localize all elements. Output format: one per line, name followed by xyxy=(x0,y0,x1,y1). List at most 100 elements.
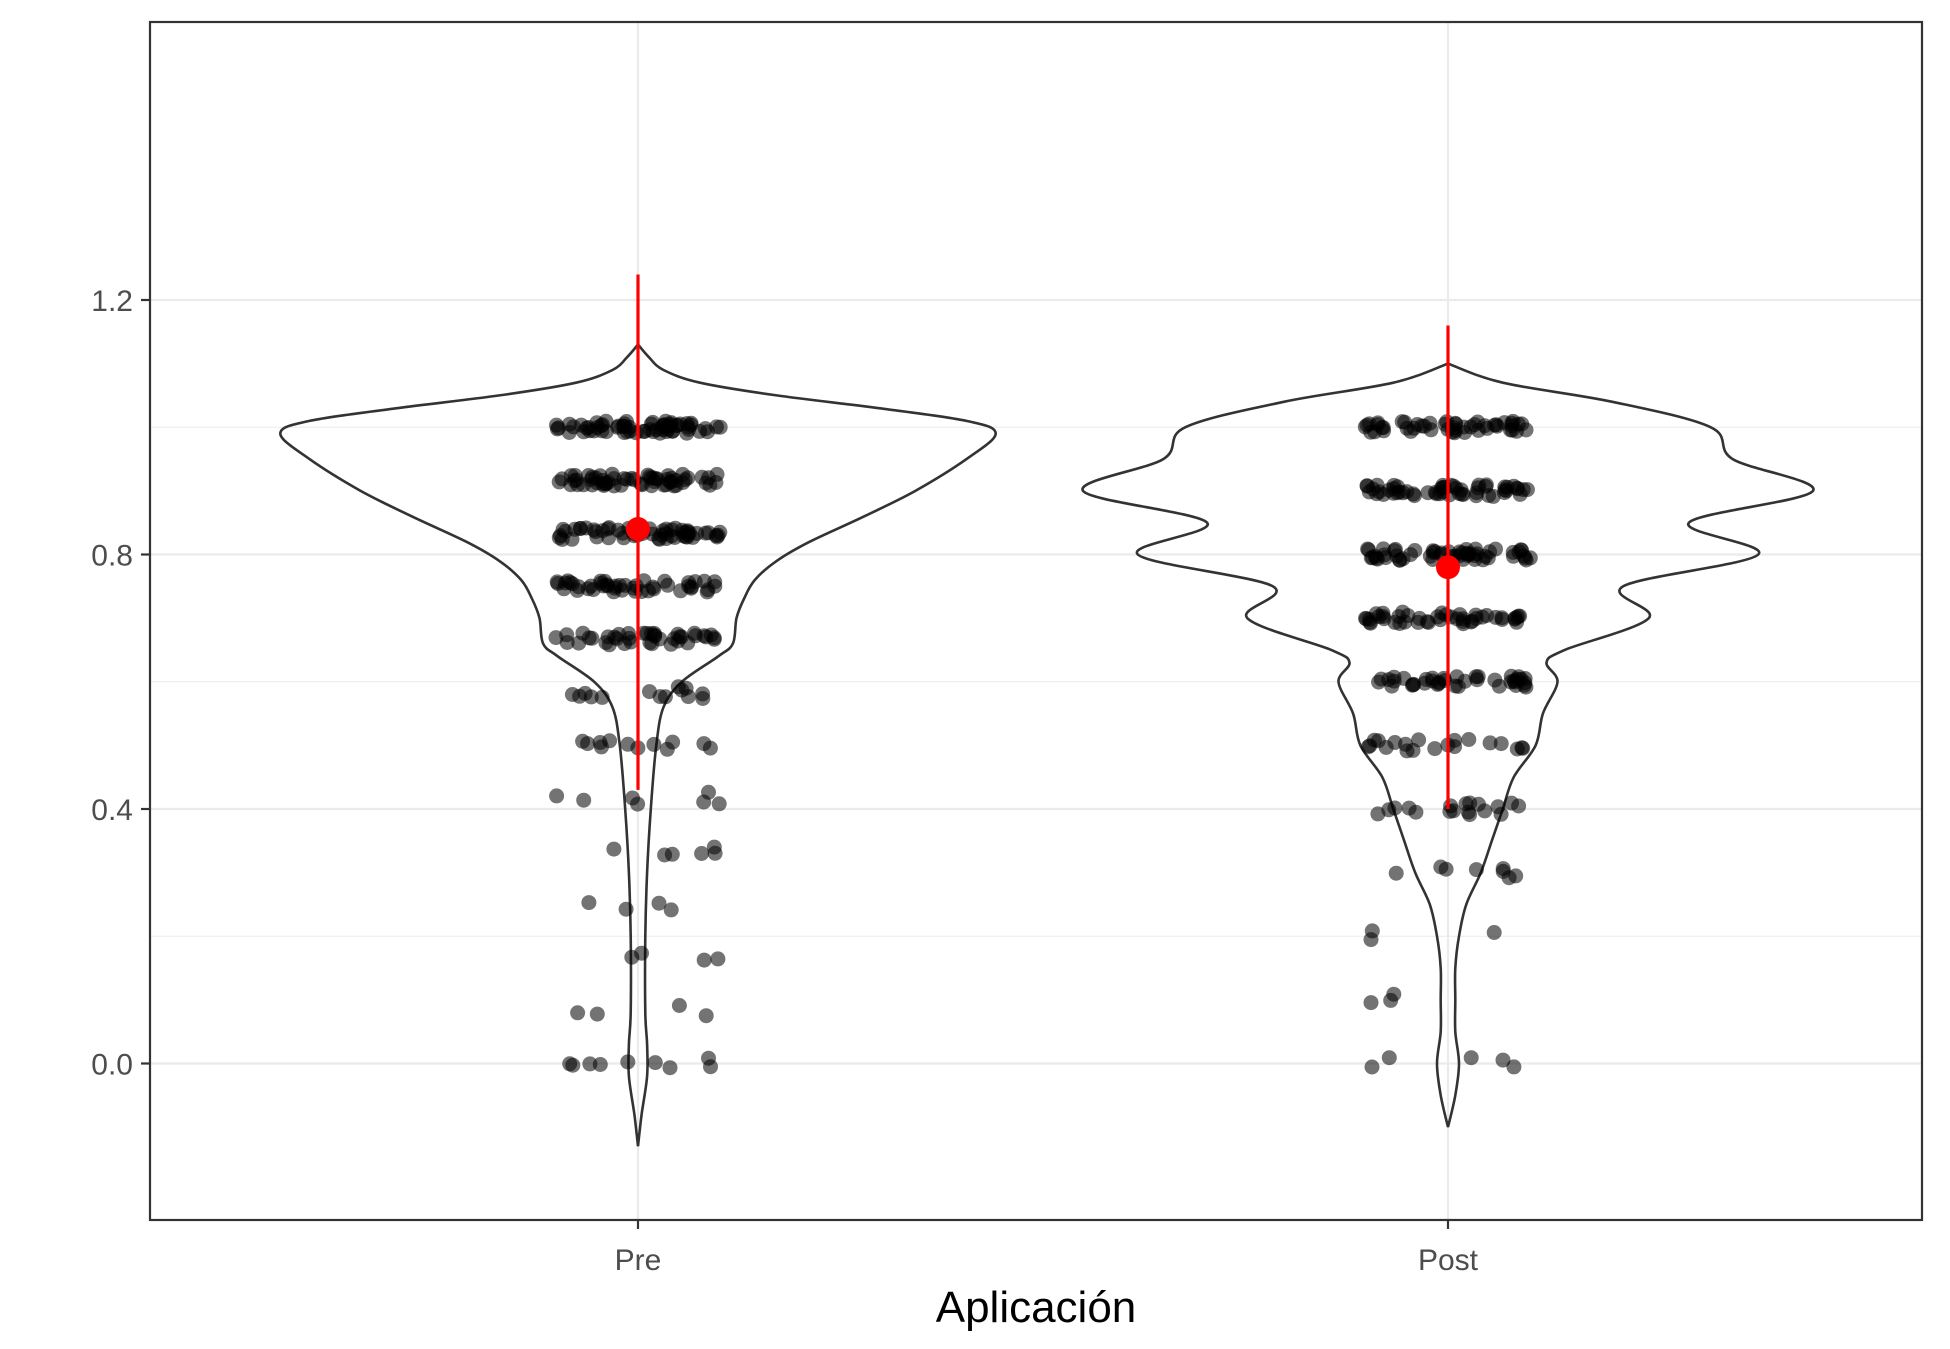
data-point xyxy=(1432,486,1448,502)
data-point xyxy=(1491,678,1507,694)
data-point xyxy=(581,895,597,911)
data-point xyxy=(1493,736,1509,752)
data-point xyxy=(671,998,687,1013)
data-point xyxy=(559,635,575,650)
data-point xyxy=(1450,679,1466,694)
data-point xyxy=(562,416,577,432)
data-point xyxy=(1420,485,1436,501)
data-point xyxy=(572,521,588,536)
data-point xyxy=(1497,485,1512,501)
data-point xyxy=(1425,552,1441,567)
data-point xyxy=(710,951,726,967)
data-point xyxy=(679,425,695,441)
data-point xyxy=(1460,804,1476,820)
data-point xyxy=(651,895,667,911)
data-point xyxy=(659,741,675,757)
x-tick-label: Post xyxy=(1418,1244,1479,1277)
data-point xyxy=(1433,859,1449,875)
data-point xyxy=(616,471,632,487)
data-point xyxy=(1423,422,1439,438)
data-point xyxy=(698,1008,714,1024)
data-point xyxy=(707,574,723,590)
data-point xyxy=(589,420,605,436)
data-point xyxy=(1368,606,1384,622)
data-point xyxy=(1508,868,1524,884)
data-point xyxy=(580,736,596,752)
data-point xyxy=(1446,420,1462,436)
data-point xyxy=(1381,672,1397,688)
data-point xyxy=(557,575,573,591)
data-point xyxy=(1507,674,1523,690)
data-point xyxy=(581,630,597,646)
data-point xyxy=(1430,609,1446,625)
data-point xyxy=(1468,541,1483,557)
x-tick-label: Pre xyxy=(615,1244,662,1277)
data-point xyxy=(1442,804,1458,819)
y-tick-label: 0.0 xyxy=(91,1049,133,1082)
data-point xyxy=(1463,1050,1479,1066)
data-point xyxy=(549,417,564,433)
data-point xyxy=(594,689,610,705)
data-point xyxy=(570,1005,586,1021)
axes: 0.0 0.4 0.8 1.2 Pre Post xyxy=(91,285,1478,1277)
data-point xyxy=(683,579,699,595)
data-point xyxy=(712,524,728,540)
data-point xyxy=(642,684,657,700)
data-point xyxy=(1453,482,1469,498)
data-point xyxy=(1408,804,1424,820)
data-point xyxy=(565,1057,581,1073)
data-point xyxy=(1506,1059,1522,1075)
data-point xyxy=(662,1060,678,1076)
y-tick-label: 1.2 xyxy=(91,285,133,318)
data-point xyxy=(1513,542,1529,558)
data-point xyxy=(1486,925,1502,940)
data-point xyxy=(1495,1052,1511,1068)
data-point xyxy=(709,466,725,482)
data-point xyxy=(583,689,599,705)
data-point xyxy=(1489,418,1505,434)
mean-point-post xyxy=(1436,555,1460,580)
data-point xyxy=(1367,548,1383,564)
data-point xyxy=(1468,862,1484,878)
data-point xyxy=(1369,477,1385,493)
data-point xyxy=(639,625,655,641)
data-point xyxy=(1397,614,1413,630)
data-point xyxy=(620,1054,636,1070)
mean-point-pre xyxy=(626,517,650,542)
data-point xyxy=(1386,986,1402,1002)
data-point xyxy=(652,631,668,647)
data-point xyxy=(1507,611,1523,627)
data-point xyxy=(674,682,690,698)
jitter-points xyxy=(548,413,1538,1076)
data-point xyxy=(569,582,585,598)
data-point xyxy=(1381,1050,1397,1066)
data-point xyxy=(702,740,718,756)
data-point xyxy=(1370,806,1386,822)
data-point xyxy=(551,474,567,490)
data-point xyxy=(1514,740,1530,756)
data-point xyxy=(1389,548,1405,564)
data-point xyxy=(695,691,711,706)
data-point xyxy=(1387,735,1403,750)
data-point xyxy=(1495,863,1511,879)
data-point xyxy=(624,949,640,965)
data-point xyxy=(1482,735,1498,751)
data-point xyxy=(564,687,580,702)
data-point xyxy=(1493,806,1509,822)
data-point xyxy=(582,1056,598,1072)
data-point xyxy=(1425,673,1440,689)
data-point xyxy=(696,952,712,968)
data-point xyxy=(1361,739,1376,755)
data-point xyxy=(615,418,631,434)
data-point xyxy=(698,475,714,491)
data-point xyxy=(1504,415,1520,431)
data-point xyxy=(667,520,683,536)
data-point xyxy=(593,573,609,589)
y-tick-label: 0.4 xyxy=(91,794,133,827)
data-point xyxy=(584,477,600,493)
x-axis-title: Aplicación xyxy=(936,1283,1137,1332)
data-point xyxy=(621,630,637,646)
data-point xyxy=(646,581,662,597)
data-point xyxy=(1479,608,1495,623)
